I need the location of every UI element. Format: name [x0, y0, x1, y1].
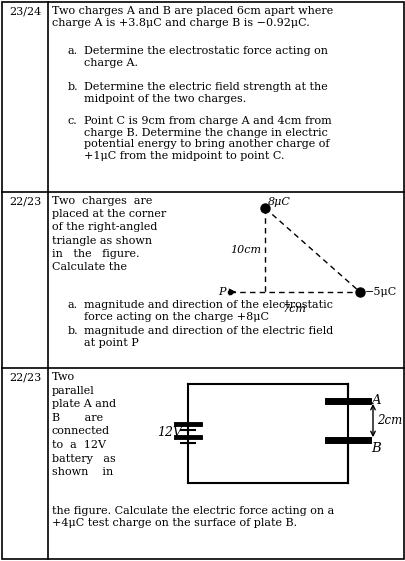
Text: Two  charges  are
placed at the corner
of the right-angled
triangle as shown
in : Two charges are placed at the corner of …	[52, 196, 166, 272]
Text: c.: c.	[68, 116, 78, 126]
Text: magnitude and direction of the electrostatic
force acting on the charge +8μC: magnitude and direction of the electrost…	[84, 300, 332, 321]
Text: b.: b.	[68, 82, 79, 92]
Text: a.: a.	[68, 46, 78, 56]
Text: −5μC: −5μC	[364, 287, 396, 297]
Text: 8μC: 8μC	[267, 197, 290, 207]
Text: 23/24: 23/24	[9, 6, 41, 16]
Text: B: B	[370, 442, 380, 455]
Text: Two
parallel
plate A and
B       are
connected
to  a  12V
battery   as
shown    : Two parallel plate A and B are connected…	[52, 372, 116, 477]
Text: b.: b.	[68, 326, 79, 336]
Text: magnitude and direction of the electric field
at point P: magnitude and direction of the electric …	[84, 326, 333, 348]
Text: the figure. Calculate the electric force acting on a
+4μC test charge on the sur: the figure. Calculate the electric force…	[52, 506, 333, 527]
Text: 12V: 12V	[157, 426, 181, 439]
Text: 2cm: 2cm	[376, 414, 401, 427]
Text: Determine the electrostatic force acting on
charge A.: Determine the electrostatic force acting…	[84, 46, 327, 67]
Text: 7cm: 7cm	[282, 304, 306, 314]
Text: 22/23: 22/23	[9, 372, 41, 382]
Text: Two charges A and B are placed 6cm apart where
charge A is +3.8μC and charge B i: Two charges A and B are placed 6cm apart…	[52, 6, 333, 27]
Text: 10cm: 10cm	[230, 245, 260, 255]
Text: P: P	[218, 287, 226, 297]
Text: 22/23: 22/23	[9, 196, 41, 206]
Text: a.: a.	[68, 300, 78, 310]
Text: A: A	[370, 394, 380, 407]
Text: Determine the electric field strength at the
midpoint of the two charges.: Determine the electric field strength at…	[84, 82, 327, 104]
Text: Point C is 9cm from charge A and 4cm from
charge B. Determine the change in elec: Point C is 9cm from charge A and 4cm fro…	[84, 116, 331, 161]
